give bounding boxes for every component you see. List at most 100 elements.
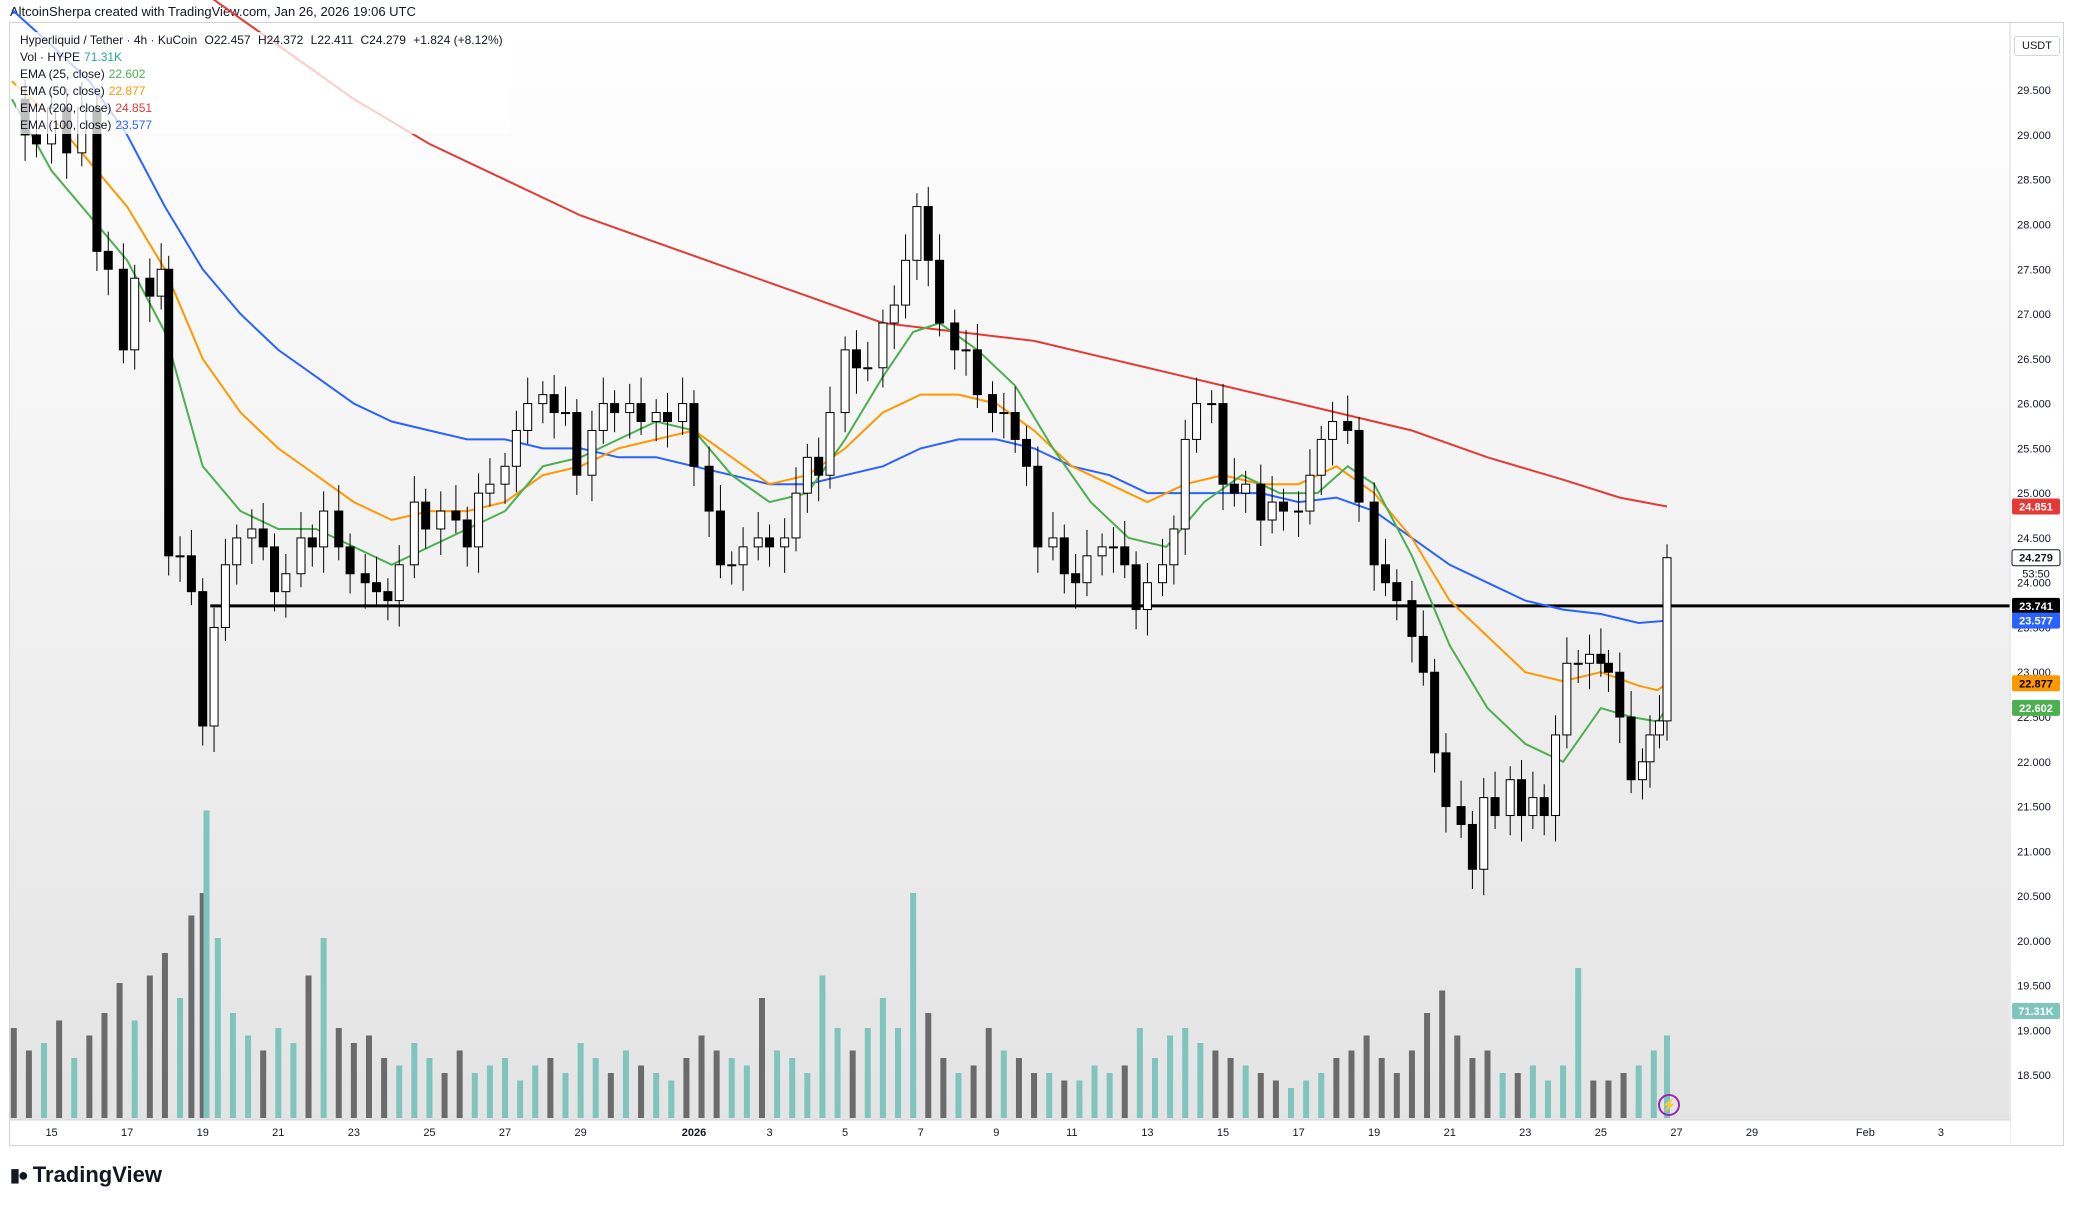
volume-bar: [532, 1065, 539, 1118]
ema200-price-tag-bg: [2012, 498, 2060, 515]
volume-bar: [203, 810, 210, 1118]
candle-body: [1596, 653, 1606, 664]
volume-bar: [1227, 1058, 1234, 1118]
candle-body: [999, 412, 1009, 415]
volume-bar: [1333, 1058, 1340, 1118]
x-tick-label: 2026: [682, 1127, 706, 1139]
time-axis-ticks: 15 17 19 21 23 25 27 29 2026 3 5 7 9 11 13 15 17 19 21 23 25…: [45, 1127, 1944, 1139]
candle-body: [1071, 573, 1081, 584]
candle-body: [1180, 438, 1190, 530]
volume-bar: [1318, 1073, 1325, 1118]
candle-body: [598, 403, 608, 431]
candle-body: [118, 268, 128, 351]
candle-body: [103, 250, 113, 270]
support-price-tag: 23.741: [2019, 601, 2053, 613]
volume-bar: [592, 1058, 599, 1118]
candle-body: [307, 537, 317, 548]
volume-bar: [622, 1050, 629, 1118]
volume-bar: [1605, 1080, 1612, 1118]
candle-body: [156, 268, 166, 297]
legend-ema200-row: EMA (200, close) 24.851: [20, 100, 507, 117]
volume-bar: [229, 1013, 236, 1118]
lightning-icon[interactable]: ⚡: [1658, 1094, 1680, 1116]
volume-bar: [1121, 1065, 1128, 1118]
volume-bar: [758, 998, 765, 1118]
candle-body: [1626, 716, 1636, 781]
candle-body: [610, 403, 620, 414]
legend-high: H24.372: [257, 33, 304, 47]
x-tick-label: 25: [1595, 1127, 1607, 1139]
volume-bar: [728, 1058, 735, 1118]
candle-body: [281, 573, 291, 593]
volume-bars: [10, 810, 1671, 1118]
volume-bar: [396, 1065, 403, 1118]
volume-bar: [774, 1050, 781, 1118]
volume-bar: [1499, 1073, 1506, 1118]
candle-body: [1256, 483, 1266, 521]
volume-bar: [1620, 1073, 1627, 1118]
candle-body: [258, 528, 268, 548]
volume-bar: [1257, 1073, 1264, 1118]
countdown-label: 53:50: [2022, 569, 2050, 581]
chart-frame[interactable]: [9, 22, 2064, 1146]
candle-body: [360, 573, 370, 584]
currency-label[interactable]: USDT: [2014, 36, 2060, 56]
volume-bar: [789, 1058, 796, 1118]
candle-body: [1562, 662, 1572, 736]
volume-bar: [86, 1035, 93, 1118]
candle-body: [560, 412, 570, 415]
volume-bar: [199, 893, 206, 1118]
candle-body: [961, 349, 971, 352]
candle-body: [1662, 557, 1672, 722]
volume-bar: [1454, 1035, 1461, 1118]
volume-bar: [471, 1073, 478, 1118]
candles: [20, 79, 1672, 896]
candle-body: [1456, 806, 1466, 825]
tradingview-mark-icon: ▮●: [10, 1164, 29, 1185]
y-tick-label: 27.500: [2017, 264, 2051, 276]
legend-ema50-label: EMA (50, close): [20, 84, 105, 98]
candle-body: [319, 510, 329, 548]
x-tick-label: 5: [842, 1127, 848, 1139]
candle-body: [1505, 779, 1515, 817]
x-tick-label: 15: [1217, 1127, 1229, 1139]
candle-body: [1120, 546, 1130, 566]
x-tick-label: 15: [45, 1127, 57, 1139]
candle-body: [802, 456, 812, 494]
legend-volume-value: 71.31K: [84, 50, 123, 64]
ema100-price-tag-bg: [2012, 612, 2060, 629]
ema50-line: [11, 80, 1668, 692]
candle-body: [704, 465, 714, 512]
candle-body: [1229, 483, 1239, 494]
volume-bar: [502, 1058, 509, 1118]
candle-body: [1305, 474, 1315, 512]
candle-body: [500, 465, 510, 485]
volume-bar: [1288, 1088, 1295, 1118]
candle-body: [394, 564, 404, 602]
candle-body: [1218, 403, 1228, 485]
legend-ema200-label: EMA (200, close): [20, 101, 112, 115]
volume-bar: [1590, 1080, 1597, 1118]
legend-open: O22.457: [204, 33, 251, 47]
candle-body: [1108, 546, 1118, 549]
volume-bar: [713, 1050, 720, 1118]
volume-bar: [320, 938, 327, 1118]
legend-symbol: Hyperliquid / Tether · 4h · KuCoin: [20, 33, 198, 47]
candle-body: [1328, 421, 1338, 440]
x-tick-label: 3: [1938, 1127, 1944, 1139]
candle-body: [1528, 797, 1538, 817]
legend-ema100-label: EMA (100, close): [20, 118, 112, 132]
volume-bar: [71, 1058, 78, 1118]
candle-body: [901, 259, 911, 306]
candle-body: [1010, 412, 1020, 440]
y-tick-label: 22.000: [2017, 757, 2051, 769]
candle-body: [1430, 671, 1440, 754]
volume-bar: [441, 1073, 448, 1118]
candle-body: [840, 349, 850, 414]
candle-body: [587, 429, 597, 476]
y-tick-label: 28.000: [2017, 219, 2051, 231]
candle-body: [474, 492, 484, 548]
volume-bar: [1197, 1043, 1204, 1118]
volume-bar: [698, 1035, 705, 1118]
